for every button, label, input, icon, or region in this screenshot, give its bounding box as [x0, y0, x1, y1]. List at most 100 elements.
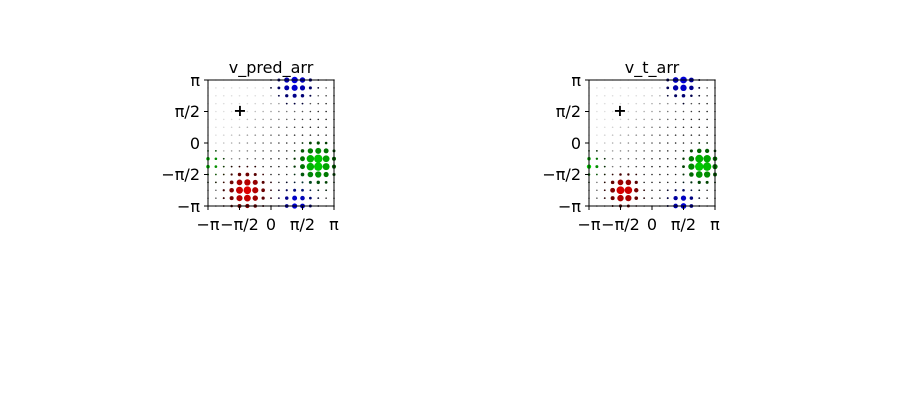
- scatter-point: [674, 134, 677, 136]
- scatter-point: [617, 179, 624, 186]
- scatter-point: [230, 110, 233, 113]
- scatter-point: [230, 118, 233, 121]
- scatter-point: [643, 134, 645, 136]
- scatter-point: [651, 150, 653, 152]
- scatter-point: [285, 94, 289, 98]
- scatter-point: [222, 150, 225, 152]
- scatter-point: [230, 173, 233, 176]
- scatter-point: [651, 142, 653, 144]
- scatter-point: [238, 94, 241, 97]
- scatter-point: [308, 180, 312, 184]
- scatter-point: [695, 162, 704, 171]
- scatter-point: [643, 165, 645, 168]
- scatter-point: [619, 134, 622, 136]
- scatter-point: [246, 118, 249, 121]
- scatter-point: [293, 102, 296, 105]
- scatter-point: [325, 189, 328, 192]
- scatter-point: [674, 181, 677, 184]
- scatter-point: [682, 118, 685, 121]
- scatter-point: [278, 134, 280, 136]
- scatter-point: [270, 197, 272, 200]
- scatter-point: [627, 165, 630, 168]
- scatter-point: [285, 150, 288, 152]
- scatter-point: [698, 86, 701, 89]
- x-tick-label: −π/2: [601, 215, 640, 234]
- scatter-point: [244, 194, 251, 202]
- scatter-point: [214, 181, 217, 184]
- scatter-point: [703, 155, 711, 163]
- scatter-point: [262, 110, 264, 113]
- scatter-point: [246, 94, 249, 97]
- x-tick-label: π/2: [671, 215, 696, 234]
- x-tick-label: −π: [196, 215, 219, 234]
- scatter-point: [285, 196, 289, 200]
- scatter-point: [254, 150, 257, 152]
- scatter-point: [270, 126, 272, 129]
- scatter-point: [706, 126, 708, 129]
- scatter-point: [603, 197, 606, 200]
- scatter-point: [230, 126, 233, 129]
- scatter-point: [611, 157, 614, 160]
- x-ticks: [588, 206, 716, 210]
- scatter-point: [690, 94, 693, 98]
- scatter-point: [666, 142, 669, 144]
- scatter-point: [236, 195, 243, 202]
- scatter-point: [698, 118, 701, 121]
- scatter-point: [254, 110, 257, 113]
- scatter-point: [617, 194, 624, 202]
- scatter-point: [314, 162, 323, 171]
- scatter-point: [292, 195, 298, 201]
- scatter-point: [682, 102, 685, 105]
- x-tick-label: −π: [577, 215, 600, 234]
- scatter-point: [611, 173, 614, 176]
- scatter-point: [682, 149, 685, 152]
- scatter-point: [261, 196, 265, 200]
- scatter-point: [222, 110, 225, 113]
- y-ticks: [585, 79, 589, 207]
- scatter-point: [635, 173, 638, 176]
- scatter-point: [317, 189, 320, 192]
- scatter-point: [238, 142, 241, 144]
- scatter-point: [285, 165, 288, 168]
- scatter-point: [659, 102, 661, 105]
- x-tick-label: π: [329, 215, 339, 234]
- scatter-point: [627, 94, 630, 97]
- scatter-point: [682, 165, 685, 169]
- scatter-point: [635, 165, 638, 168]
- scatter-point: [215, 102, 217, 105]
- scatter-point: [246, 157, 249, 160]
- scatter-point: [595, 173, 598, 176]
- scatter-point: [651, 197, 653, 199]
- scatter-point: [651, 173, 653, 176]
- scatter-point: [285, 173, 288, 176]
- scatter-point: [238, 110, 241, 113]
- scatter-point: [659, 142, 661, 144]
- scatter-point: [643, 87, 645, 89]
- scatter-point: [659, 165, 661, 168]
- scatter-point: [222, 181, 225, 184]
- scatter-point: [270, 181, 272, 184]
- scatter-point: [230, 102, 233, 105]
- scatter-point: [301, 134, 304, 136]
- scatter-point: [595, 165, 599, 169]
- scatter-point: [596, 94, 598, 97]
- x-tick-label: 0: [647, 215, 657, 234]
- scatter-point: [293, 173, 296, 176]
- scatter-point: [230, 142, 233, 144]
- scatter-point: [651, 165, 653, 168]
- scatter-point: [690, 126, 693, 129]
- scatter-point: [253, 172, 257, 177]
- scatter-point: [222, 118, 225, 121]
- y-tick-label: −π: [177, 197, 200, 216]
- scatter-point: [309, 196, 312, 200]
- scatter-point: [246, 110, 249, 113]
- scatter-point: [627, 126, 630, 129]
- scatter-point: [307, 171, 314, 178]
- scatter-point: [673, 195, 678, 201]
- scatter-point: [277, 197, 280, 200]
- scatter-point: [252, 195, 258, 201]
- scatter-point: [222, 157, 225, 160]
- scatter-point: [215, 189, 217, 192]
- scatter-point: [674, 118, 677, 121]
- scatter-point: [244, 179, 251, 186]
